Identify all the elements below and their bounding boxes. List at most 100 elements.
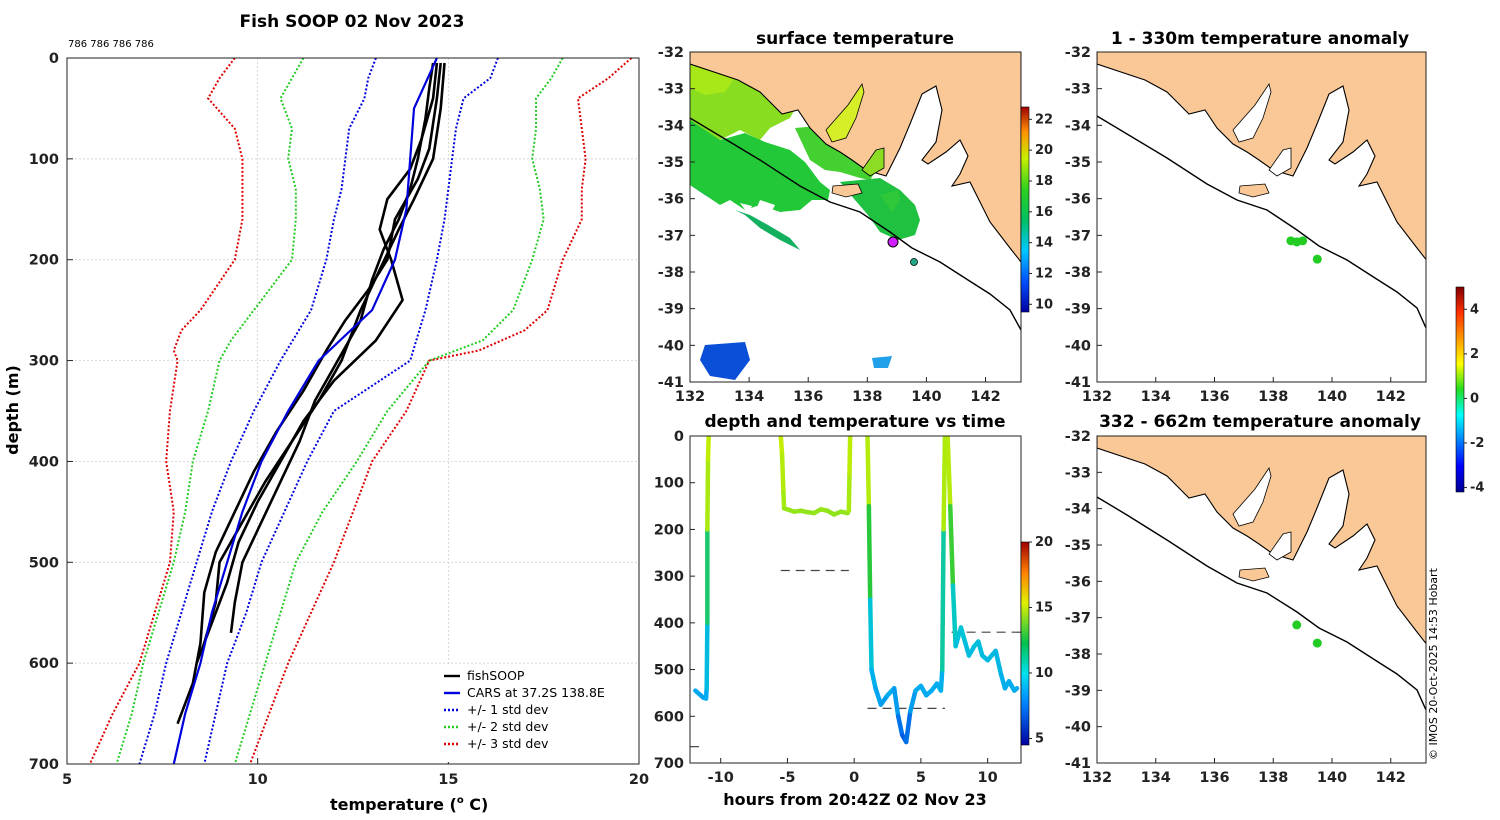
timeseries-piece xyxy=(950,583,958,649)
timeseries-xtick-label: 5 xyxy=(916,770,926,786)
surface-xtick-label: 134 xyxy=(734,389,764,405)
surface-colorbar-tick-label: 12 xyxy=(1035,266,1053,281)
anomaly-colorbar-tick-label: -2 xyxy=(1470,436,1484,451)
timeseries-piece xyxy=(945,436,953,509)
anom-shallow-ytick-label: -39 xyxy=(1065,302,1091,318)
anom-deep-ytick-label: -32 xyxy=(1065,429,1091,445)
timeseries-piece xyxy=(993,648,1004,677)
legend-std2: +/- 2 std dev xyxy=(467,719,549,734)
anom-deep-ytick-label: -35 xyxy=(1065,538,1091,554)
timeseries-piece xyxy=(891,686,901,719)
std-band-2-plus xyxy=(233,58,564,764)
anom-shallow-ytick-label: -40 xyxy=(1065,338,1091,354)
timeseries-colorbar-tick-label: 15 xyxy=(1035,600,1053,615)
anom-deep-ytick-label: -37 xyxy=(1065,611,1091,627)
surface-colorbar-tick-label: 16 xyxy=(1035,205,1053,220)
profile-ytick-label: 500 xyxy=(29,555,59,571)
profile-std-bands xyxy=(88,58,633,764)
anom-shallow-land xyxy=(1097,52,1426,263)
profile-title: Fish SOOP 02 Nov 2023 xyxy=(240,12,465,32)
timeseries-segment-2 xyxy=(778,436,853,517)
timeseries-piece xyxy=(867,597,874,672)
anom-shallow-ytick-label: -32 xyxy=(1065,45,1091,61)
anom-shallow-xtick-label: 140 xyxy=(1317,389,1347,405)
legend-std3: +/- 3 std dev xyxy=(467,736,549,751)
anomaly-colorbar-tick-label: 2 xyxy=(1470,347,1479,362)
timeseries-ytick-label: 0 xyxy=(674,429,684,445)
surface-colorbar-tick-label: 18 xyxy=(1035,174,1053,189)
surface-xtick-label: 138 xyxy=(852,389,882,405)
timeseries-piece xyxy=(976,639,985,658)
surface-ytick-label: -37 xyxy=(658,228,684,244)
profile-ytick-label: 700 xyxy=(29,757,59,773)
surface-panel: surface temperature xyxy=(658,29,1053,405)
std-band-1-plus xyxy=(203,58,499,764)
timeseries-axes xyxy=(689,435,1022,764)
anom-shallow-axes xyxy=(1096,51,1427,383)
anom-shallow-xtick-label: 134 xyxy=(1141,389,1171,405)
kangaroo-island xyxy=(831,183,863,198)
timeseries-colorbar-tick-label: 10 xyxy=(1035,666,1053,681)
timeseries-xtick-label: -10 xyxy=(708,770,734,786)
timeseries-colorbar-tick-label: 20 xyxy=(1035,535,1053,550)
timeseries-segment-4 xyxy=(945,436,1020,693)
profile-xtick-label: 20 xyxy=(629,772,649,788)
timeseries-piece xyxy=(779,452,786,495)
profile-legend: fishSOOP CARS at 37.2S 138.8E +/- 1 std … xyxy=(437,664,637,762)
profile-ytick-label: 400 xyxy=(29,454,59,470)
anom-deep-ytick-label: -34 xyxy=(1065,502,1091,518)
st-vincent-gulf-sst xyxy=(861,147,885,177)
timeseries-ytick-label: 300 xyxy=(654,569,684,585)
surface-ytick-label: -34 xyxy=(658,118,684,134)
timeseries-piece xyxy=(866,503,873,602)
anom-shallow-ytick-label: -35 xyxy=(1065,155,1091,171)
profile-grid xyxy=(67,58,639,764)
timeseries-ytick-label: 700 xyxy=(654,756,684,772)
anom-shallow-panel: 1 - 330m temperature anomaly 132 134 136 13… xyxy=(1065,29,1427,405)
surface-xtick-label: 136 xyxy=(793,389,823,405)
timeseries-title: depth and temperature vs time xyxy=(705,412,1006,432)
std-band-1-minus xyxy=(138,58,377,764)
anomaly-colorbar-tick-label: 0 xyxy=(1470,391,1479,406)
surface-xtick-label: 142 xyxy=(970,389,1000,405)
anom-deep-ytick-label: -38 xyxy=(1065,647,1091,663)
anom-shallow-ytick-label: -38 xyxy=(1065,265,1091,281)
surface-colorbar-ticks: 10 12 14 16 18 20 22 xyxy=(1029,112,1053,312)
anom-deep-land xyxy=(1097,436,1426,647)
surface-colorbar-tick-label: 20 xyxy=(1035,143,1053,158)
timeseries-colorbar-ticks: 5 10 15 20 xyxy=(1029,535,1053,746)
profile-ytick-label: 200 xyxy=(29,253,59,269)
anomaly-colorbar-tick-label: -4 xyxy=(1470,481,1484,496)
std-band-2-minus xyxy=(115,58,305,764)
surface-colorbar-tick-label: 10 xyxy=(1035,297,1053,312)
surface-xtick-label: 140 xyxy=(911,389,941,405)
cars-line xyxy=(172,58,438,764)
timeseries-piece xyxy=(705,436,711,462)
anom-shallow-title: 1 - 330m temperature anomaly xyxy=(1111,29,1409,49)
profile-panel: Fish SOOP 02 Nov 2023 786 786 786 786 5 1… xyxy=(3,12,649,814)
timeseries-piece xyxy=(869,667,878,691)
surface-colorbar-tick-label: 14 xyxy=(1035,236,1053,251)
anom-shallow-ytick-label: -36 xyxy=(1065,192,1091,208)
anom-deep-xtick-label: 132 xyxy=(1082,770,1112,786)
surface-shelf-contour xyxy=(690,117,1021,331)
fishsoop-cast-2 xyxy=(195,62,439,664)
profile-axes xyxy=(66,57,640,765)
timeseries-colorbar xyxy=(1020,541,1030,746)
profile-ytick-label: 0 xyxy=(49,51,59,67)
surface-ytick-label: -38 xyxy=(658,265,684,281)
surface-colorbar-tick-label: 22 xyxy=(1035,112,1053,127)
spencer-gulf-sst xyxy=(825,83,865,143)
anom-deep-xtick-label: 140 xyxy=(1317,770,1347,786)
timeseries-xtick-label: 0 xyxy=(849,770,859,786)
anom-shallow-point xyxy=(1312,254,1322,264)
profile-ytick-label: 300 xyxy=(29,354,59,370)
anom-deep-ticks: 132 134 136 138 140 142 -32 -33 -34 -35 -36 -37 -38 -… xyxy=(1065,429,1406,786)
fishsoop-cast-4 xyxy=(203,62,446,644)
anom-deep-shelf xyxy=(1097,496,1426,711)
anom-deep-point xyxy=(1292,620,1302,630)
surface-ytick-label: -41 xyxy=(658,375,684,391)
anom-deep-xtick-label: 136 xyxy=(1199,770,1229,786)
